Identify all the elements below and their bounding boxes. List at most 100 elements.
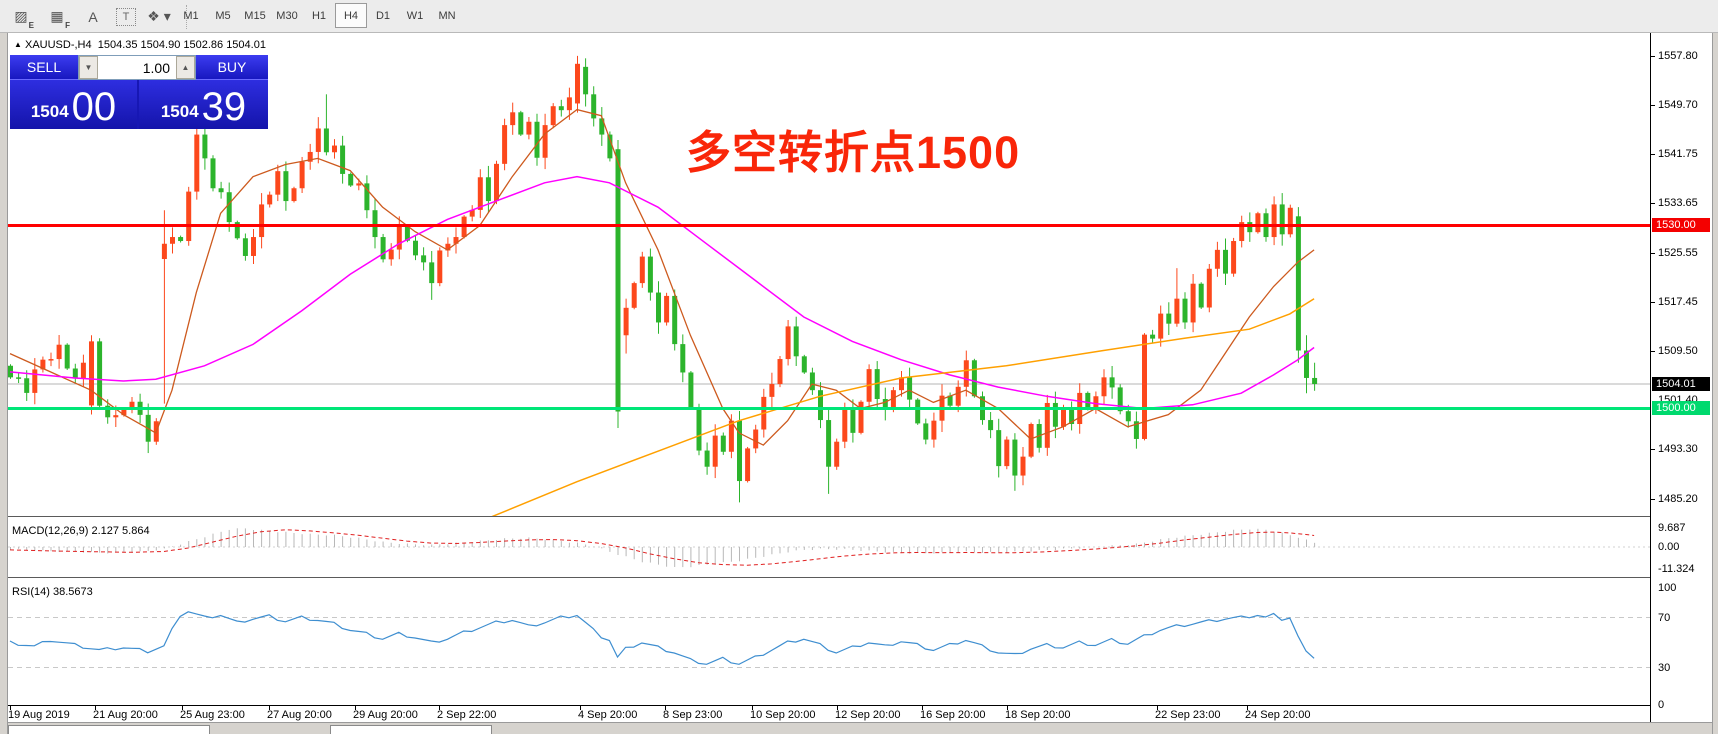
indicator-grid-icon[interactable]: ▦ F bbox=[50, 8, 70, 30]
chart-annotation-text: 多空转折点1500 bbox=[686, 127, 1021, 178]
price-axis-tick bbox=[1651, 203, 1655, 205]
date-axis-label: 16 Sep 20:00 bbox=[920, 709, 986, 721]
date-axis-tick bbox=[10, 706, 11, 710]
date-axis-tick bbox=[665, 706, 666, 710]
macd-axis-label: 9.687 bbox=[1658, 522, 1686, 534]
date-axis: 19 Aug 2019 21 Aug 20:00 25 Aug 23:00 27 Au… bbox=[8, 705, 1650, 722]
price-axis-tick bbox=[1651, 302, 1655, 304]
timeframe-button-m1[interactable]: M1 bbox=[183, 9, 199, 22]
price-tag-red: 1530.00 bbox=[1652, 218, 1710, 233]
symbol-header: ▲ XAUUSD-,H4 1504.35 1504.90 1502.86 150… bbox=[14, 39, 266, 51]
text-label-icon[interactable]: A bbox=[88, 8, 98, 25]
timeframe-bar: M1 M5 M15 M30 H1 H4 D1 W1 MN bbox=[175, 3, 463, 28]
sell-price-big: 00 bbox=[71, 85, 117, 129]
price-tag-current: 1504.01 bbox=[1652, 377, 1710, 391]
price-axis-label: 1485.20 bbox=[1658, 492, 1698, 505]
bottom-tab-bar bbox=[8, 722, 1712, 734]
rsi-axis-label: 100 bbox=[1658, 582, 1677, 594]
shapes-icon[interactable]: ❖ ▾ bbox=[147, 8, 171, 24]
price-axis-label: 1525.55 bbox=[1658, 246, 1698, 259]
price-axis-tick bbox=[1651, 55, 1655, 57]
rsi-axis-label: 70 bbox=[1658, 611, 1671, 624]
date-axis-label: 19 Aug 2019 bbox=[8, 709, 70, 721]
date-axis-label: 25 Aug 23:00 bbox=[180, 709, 245, 721]
date-axis-tick bbox=[1157, 706, 1158, 710]
buy-button[interactable]: BUY bbox=[196, 55, 268, 80]
sell-button[interactable]: SELL bbox=[10, 55, 78, 80]
price-axis-tick bbox=[1651, 105, 1655, 107]
date-axis-label: 12 Sep 20:00 bbox=[835, 709, 901, 721]
draw-crayon-icon[interactable]: ▨ E bbox=[14, 8, 34, 30]
timeframe-button-d1[interactable]: D1 bbox=[375, 9, 391, 22]
buy-price-small: 1504 bbox=[160, 102, 199, 121]
date-axis-tick bbox=[95, 706, 96, 710]
volume-input[interactable] bbox=[98, 56, 176, 79]
drawing-tools: ▨ E ▦ F A T ❖ ▾ bbox=[8, 3, 192, 30]
price-tag-green: 1500.00 bbox=[1652, 401, 1710, 416]
timeframe-button-m5[interactable]: M5 bbox=[215, 9, 231, 22]
rsi-axis-label: 30 bbox=[1658, 661, 1671, 674]
panel-separator bbox=[8, 577, 1712, 578]
sell-price-small: 1504 bbox=[30, 102, 69, 121]
date-axis-tick bbox=[269, 706, 270, 710]
date-axis-label: 18 Sep 20:00 bbox=[1005, 709, 1071, 721]
timeframe-button-h4[interactable]: H4 bbox=[335, 3, 367, 28]
date-axis-label: 29 Aug 20:00 bbox=[353, 709, 418, 721]
macd-axis-label: -11.324 bbox=[1658, 563, 1695, 576]
rsi-label: RSI(14) 38.5673 bbox=[12, 586, 93, 598]
price-axis-label: 1517.45 bbox=[1658, 296, 1698, 309]
price-axis-label: 1509.50 bbox=[1658, 344, 1698, 357]
timeframe-button-mn[interactable]: MN bbox=[438, 9, 456, 22]
volume-increase-button[interactable]: ▲ bbox=[176, 56, 195, 79]
timeframe-button-w1[interactable]: W1 bbox=[406, 9, 424, 22]
main-price-chart[interactable] bbox=[8, 34, 1650, 516]
price-axis-label: 1533.65 bbox=[1658, 197, 1698, 210]
timeframe-button-m15[interactable]: M15 bbox=[244, 9, 266, 22]
date-axis-label: 27 Aug 20:00 bbox=[267, 709, 332, 721]
date-axis-tick bbox=[752, 706, 753, 710]
price-axis-tick bbox=[1651, 153, 1655, 155]
timeframe-button-m30[interactable]: M30 bbox=[276, 9, 298, 22]
date-axis-label: 21 Aug 20:00 bbox=[93, 709, 158, 721]
chart-tab[interactable] bbox=[8, 725, 210, 734]
buy-price-big: 39 bbox=[201, 85, 247, 129]
buy-price-display[interactable]: 1504 39 bbox=[139, 80, 268, 129]
text-box-icon[interactable]: T bbox=[116, 7, 136, 26]
price-axis-tick bbox=[1651, 498, 1655, 500]
window-left-border bbox=[0, 33, 8, 734]
date-axis-label: 8 Sep 23:00 bbox=[663, 709, 723, 721]
date-axis-label: 22 Sep 23:00 bbox=[1155, 709, 1221, 721]
panel-separator bbox=[8, 516, 1712, 517]
chart-tab[interactable] bbox=[330, 725, 492, 734]
price-axis-tick bbox=[1651, 449, 1655, 451]
rsi-axis-label: 0 bbox=[1658, 699, 1665, 711]
date-axis-tick bbox=[1007, 706, 1008, 710]
volume-decrease-button[interactable]: ▼ bbox=[79, 56, 98, 79]
price-axis-label: 1493.30 bbox=[1658, 443, 1698, 456]
date-axis-tick bbox=[837, 706, 838, 710]
price-axis-label: 1549.70 bbox=[1658, 99, 1698, 112]
sell-price-display[interactable]: 1504 00 bbox=[10, 80, 137, 129]
timeframe-button-h1[interactable]: H1 bbox=[311, 9, 327, 22]
toolbar: ▨ E ▦ F A T ❖ ▾ M1 M5 M15 M30 H1 H4 D1 W1 MN bbox=[0, 0, 1718, 33]
date-axis-tick bbox=[1247, 706, 1248, 710]
collapse-triangle-icon[interactable]: ▲ bbox=[14, 40, 22, 49]
date-axis-tick bbox=[580, 706, 581, 710]
rsi-indicator-chart[interactable] bbox=[8, 581, 1650, 705]
ohlc-values: 1504.35 1504.90 1502.86 1504.01 bbox=[97, 39, 266, 51]
date-axis-label: 24 Sep 20:00 bbox=[1245, 709, 1311, 721]
date-axis-tick bbox=[182, 706, 183, 710]
volume-spinner: ▼ ▲ bbox=[78, 55, 196, 80]
date-axis-label: 4 Sep 20:00 bbox=[578, 709, 638, 721]
price-axis-label: 1557.80 bbox=[1658, 49, 1698, 62]
date-axis-label: 2 Sep 22:00 bbox=[437, 709, 497, 721]
window-right-border bbox=[1712, 33, 1718, 734]
macd-indicator-chart[interactable] bbox=[8, 520, 1650, 577]
date-axis-tick bbox=[355, 706, 356, 710]
date-axis-label: 10 Sep 20:00 bbox=[750, 709, 816, 721]
date-axis-tick bbox=[922, 706, 923, 710]
macd-axis-label: 0.00 bbox=[1658, 541, 1680, 553]
macd-label: MACD(12,26,9) 2.127 5.864 bbox=[12, 525, 150, 537]
price-axis: 1557.80 1549.70 1541.75 1533.65 1525.55 1517.… bbox=[1650, 33, 1712, 722]
